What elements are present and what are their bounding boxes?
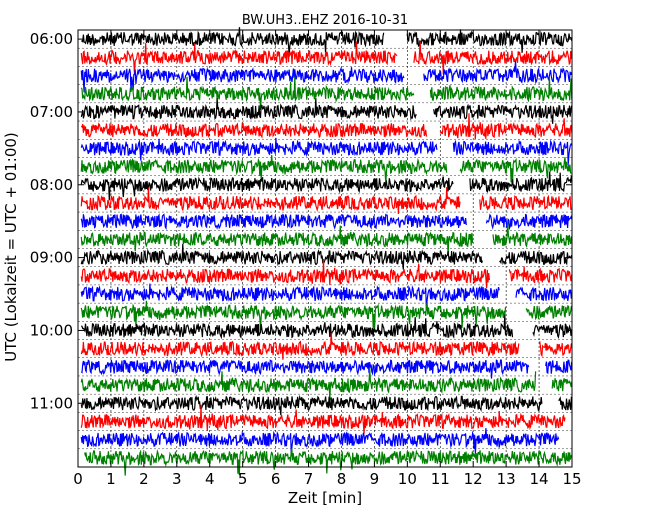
trace-row-10 — [80, 186, 461, 215]
x-tick-label: 6 — [271, 470, 281, 488]
y-tick-label: 09:00 — [30, 249, 73, 267]
trace-row-1 — [406, 29, 573, 53]
trace-row-19 — [80, 359, 530, 379]
trace-row-14 — [508, 266, 573, 284]
trace-row-7 — [80, 137, 438, 161]
trace-row-13 — [80, 243, 483, 270]
trace-row-18 — [80, 332, 520, 360]
x-tick-label: 7 — [304, 470, 314, 488]
trace-row-11 — [80, 213, 467, 231]
trace-row-20 — [551, 378, 573, 392]
trace-row-22 — [80, 404, 566, 434]
trace-row-4 — [80, 76, 415, 110]
y-tick-label: 11:00 — [30, 394, 73, 412]
trace-row-21 — [558, 396, 572, 411]
x-tick-label: 9 — [370, 470, 380, 488]
x-axis-label: Zeit [min] — [288, 489, 362, 507]
x-tick-label: 0 — [73, 470, 83, 488]
x-tick-label: 4 — [205, 470, 215, 488]
trace-row-9 — [80, 176, 454, 201]
trace-row-23 — [80, 428, 560, 457]
trace-row-14 — [80, 258, 490, 289]
x-tick-label: 8 — [337, 470, 347, 488]
trace-row-11 — [485, 213, 573, 231]
y-axis-label: UTC (Lokalzeit = UTC + 01:00) — [2, 132, 20, 362]
y-tick-label: 08:00 — [30, 176, 73, 194]
trace-row-3 — [423, 61, 573, 85]
trace-row-15 — [80, 283, 500, 311]
y-tick-label: 07:00 — [30, 103, 73, 121]
trace-row-16 — [80, 300, 507, 331]
chart-title: BW.UH3..EHZ 2016-10-31 — [242, 13, 408, 28]
trace-row-20 — [80, 367, 537, 401]
trace-row-18 — [538, 340, 573, 358]
trace-row-12 — [492, 221, 572, 249]
trace-row-5 — [80, 97, 417, 121]
x-tick-label: 3 — [172, 470, 182, 488]
seismic-traces — [80, 27, 573, 476]
x-tick-label: 15 — [562, 470, 581, 488]
trace-row-6 — [80, 122, 428, 139]
x-tick-label: 14 — [530, 470, 549, 488]
trace-row-10 — [479, 194, 572, 211]
x-tick-label: 12 — [464, 470, 483, 488]
trace-row-9 — [469, 171, 572, 194]
x-tick-label: 5 — [238, 470, 248, 488]
y-tick-label: 06:00 — [30, 30, 73, 48]
x-tick-label: 10 — [398, 470, 417, 488]
trace-row-12 — [80, 225, 474, 255]
trace-row-21 — [80, 394, 543, 416]
trace-row-7 — [452, 139, 573, 165]
trace-row-2 — [80, 41, 398, 75]
x-tick-label: 1 — [106, 470, 116, 488]
trace-row-8 — [80, 155, 448, 185]
axes: 0 1 2 3 4 5 6 7 8 9 10 11 12 13 14 1506:0007:0008:0009:… — [30, 29, 582, 488]
x-tick-label: 11 — [431, 470, 450, 488]
trace-row-5 — [433, 103, 573, 124]
trace-row-4 — [429, 76, 573, 103]
trace-row-1 — [81, 27, 385, 55]
plot-frame — [77, 29, 573, 468]
trace-row-2 — [413, 41, 572, 75]
trace-row-17 — [81, 315, 514, 340]
trace-row-19 — [545, 359, 573, 375]
trace-row-3 — [80, 66, 405, 93]
trace-row-17 — [532, 323, 573, 340]
x-tick-label: 13 — [497, 470, 516, 488]
trace-row-8 — [459, 157, 572, 184]
trace-row-13 — [499, 250, 573, 266]
trace-row-15 — [515, 286, 572, 301]
trace-row-24 — [84, 448, 573, 476]
y-tick-label: 10:00 — [30, 321, 73, 339]
x-tick-label: 2 — [139, 470, 149, 488]
trace-row-16 — [525, 304, 572, 321]
trace-row-6 — [439, 113, 573, 140]
